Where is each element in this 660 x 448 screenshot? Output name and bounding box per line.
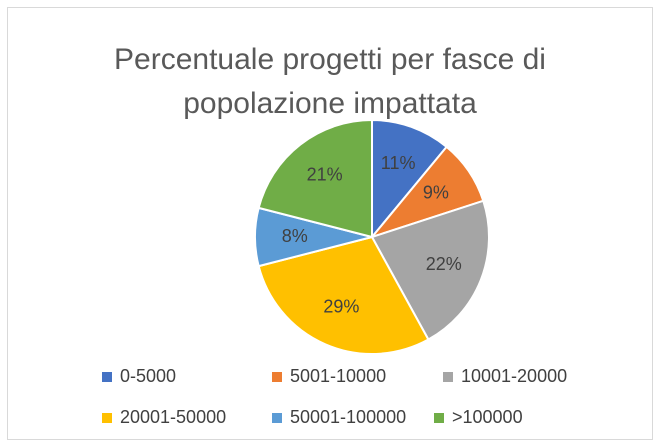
data-label: 21%: [307, 165, 343, 185]
data-label: 11%: [381, 153, 416, 173]
legend-label: 50001-100000: [290, 407, 406, 427]
legend-label: 0-5000: [120, 366, 176, 386]
pie-slice: [257, 235, 430, 355]
data-label: 22%: [426, 254, 462, 274]
legend-label: 5001-10000: [290, 366, 386, 386]
pie-slice: [370, 199, 490, 341]
legend-label: 20001-50000: [120, 407, 226, 427]
legend-swatch: [102, 413, 112, 423]
data-label: 29%: [323, 297, 359, 317]
legend-swatch: [272, 372, 282, 382]
data-label: 8%: [282, 226, 308, 246]
legend-swatch: [443, 372, 453, 382]
chart-title: Percentuale progetti per fasce di popola…: [114, 43, 546, 120]
legend-label: 10001-20000: [461, 366, 567, 386]
pie-slice: [257, 118, 373, 239]
pie-slice: [371, 118, 448, 240]
legend-label: >100000: [452, 407, 523, 427]
legend-swatch: [102, 372, 112, 382]
data-label: 9%: [423, 182, 449, 202]
legend-swatch: [434, 413, 444, 423]
legend-swatch: [272, 413, 282, 423]
